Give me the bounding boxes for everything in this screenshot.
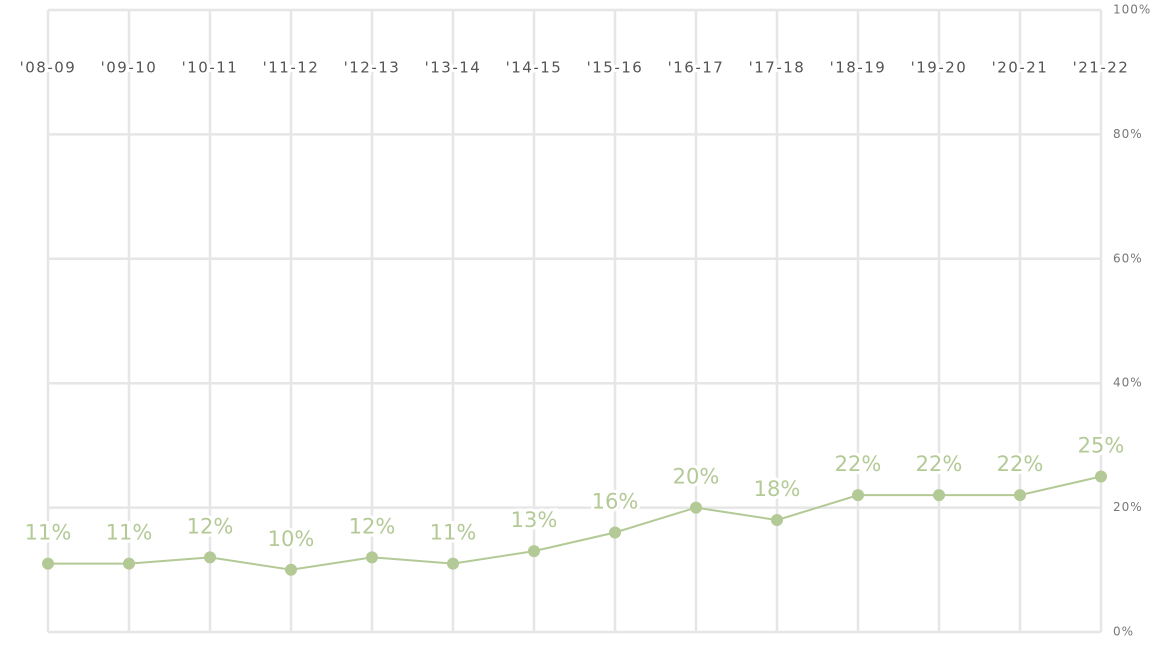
data-label: 11% xyxy=(106,521,153,545)
x-tick-label: '17-18 xyxy=(749,59,806,77)
x-tick-label: '13-14 xyxy=(425,59,482,77)
data-point xyxy=(447,557,459,570)
y-tick-label: 0% xyxy=(1113,625,1134,639)
data-point xyxy=(852,489,864,502)
data-line xyxy=(48,475,1102,571)
data-point xyxy=(690,501,702,514)
data-point xyxy=(366,551,378,564)
x-tick-label: '10-11 xyxy=(182,59,239,77)
y-tick-label: 20% xyxy=(1113,500,1143,514)
x-tick-label: '20-21 xyxy=(992,59,1049,77)
x-tick-label: '21-22 xyxy=(1073,59,1130,77)
y-tick-label: 40% xyxy=(1113,376,1143,390)
data-point xyxy=(771,514,783,527)
x-tick-label: '08-09 xyxy=(20,59,77,77)
data-label: 12% xyxy=(187,514,234,538)
data-point xyxy=(933,489,945,502)
data-label: 22% xyxy=(997,452,1044,476)
data-label: 22% xyxy=(835,452,882,476)
x-tick-label: '14-15 xyxy=(506,59,563,77)
x-tick-label: '15-16 xyxy=(587,59,644,77)
data-label: 22% xyxy=(916,452,963,476)
data-point xyxy=(528,545,540,558)
data-point xyxy=(1095,470,1107,483)
data-label: 10% xyxy=(268,527,315,551)
data-point xyxy=(123,557,135,570)
x-tick-label: '12-13 xyxy=(344,59,401,77)
data-label: 12% xyxy=(349,514,396,538)
x-tick-label: '16-17 xyxy=(668,59,725,77)
data-label: 16% xyxy=(592,489,639,513)
data-label: 18% xyxy=(754,477,801,501)
y-tick-label: 60% xyxy=(1113,251,1143,265)
data-label: 20% xyxy=(673,465,720,489)
x-tick-label: '11-12 xyxy=(263,59,320,77)
data-point xyxy=(1014,489,1026,502)
data-point xyxy=(285,563,297,576)
data-label: 11% xyxy=(430,521,477,545)
data-label: 25% xyxy=(1078,434,1125,458)
data-point xyxy=(609,526,621,539)
x-tick-label: '18-19 xyxy=(830,59,887,77)
data-point xyxy=(204,551,216,564)
y-tick-label: 80% xyxy=(1113,127,1143,141)
x-tick-label: '09-10 xyxy=(101,59,158,77)
y-tick-label: 100% xyxy=(1113,3,1151,17)
data-label: 13% xyxy=(511,508,558,532)
data-label: 11% xyxy=(25,521,72,545)
x-tick-label: '19-20 xyxy=(911,59,968,77)
data-point xyxy=(42,557,54,570)
